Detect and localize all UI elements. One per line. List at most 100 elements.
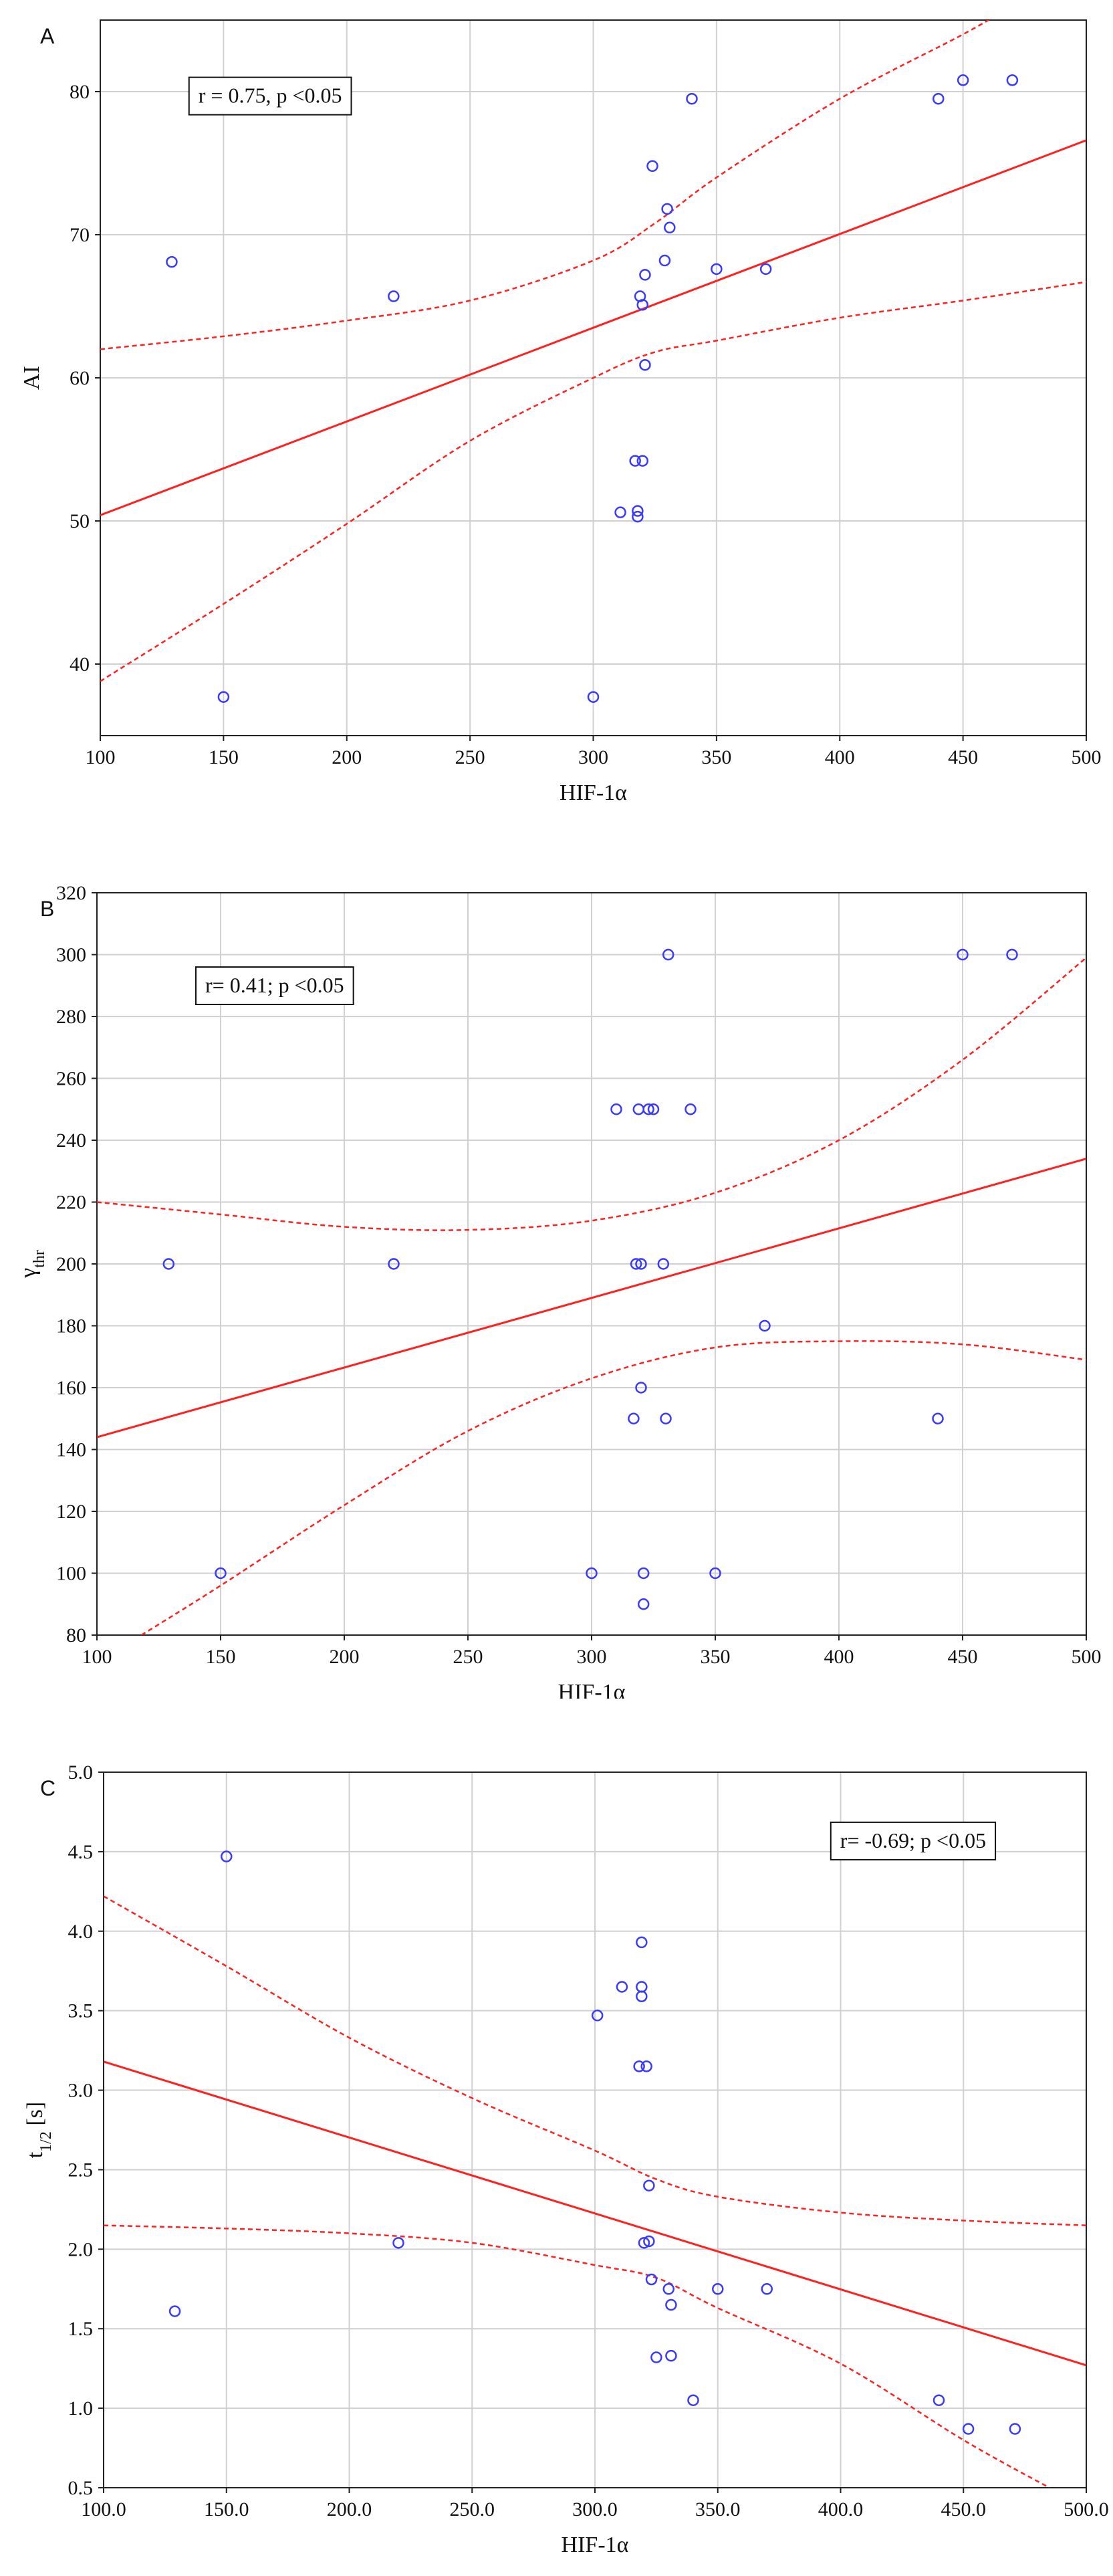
x-tick-label: 400 bbox=[825, 746, 855, 768]
y-tick-label: 4.5 bbox=[68, 1841, 94, 1863]
data-point bbox=[388, 290, 400, 302]
data-point bbox=[629, 455, 641, 467]
y-tick-label: 80 bbox=[66, 1624, 86, 1646]
data-point bbox=[646, 160, 658, 173]
data-point bbox=[642, 1103, 654, 1115]
panel-label: C bbox=[40, 1776, 55, 1800]
data-point bbox=[638, 2237, 650, 2249]
x-axis-title: HIF-1α bbox=[558, 1680, 626, 1699]
axis-ticks: 100 150 200 250 300 350 400 450 500 40 50 60 70 80 bbox=[70, 81, 1102, 768]
data-point bbox=[633, 2060, 645, 2072]
data-point bbox=[711, 263, 723, 276]
data-point bbox=[640, 2060, 652, 2072]
x-tick-label: 500 bbox=[1072, 746, 1102, 768]
data-point bbox=[639, 269, 651, 281]
confidence-band-lower bbox=[104, 2224, 1050, 2488]
correlation-annotation: r= -0.69; p <0.05 bbox=[830, 1821, 997, 1860]
y-tick-label: 1.0 bbox=[68, 2397, 94, 2420]
data-point bbox=[392, 2237, 404, 2249]
data-point bbox=[591, 2010, 604, 2022]
correlation-annotation: r= 0.41; p <0.05 bbox=[195, 966, 354, 1005]
data-points bbox=[166, 74, 1019, 703]
data-point bbox=[1006, 74, 1019, 86]
y-axis-title-subscript: 1/2 bbox=[37, 2131, 55, 2152]
data-point bbox=[632, 510, 644, 523]
data-point bbox=[221, 1850, 233, 1862]
y-tick-label: 60 bbox=[70, 367, 90, 389]
y-tick-label: 3.5 bbox=[68, 2000, 94, 2022]
data-point bbox=[637, 1567, 650, 1580]
x-tick-label: 400.0 bbox=[818, 2498, 864, 2520]
data-point bbox=[1006, 948, 1018, 961]
x-tick-label: 150 bbox=[206, 1646, 236, 1668]
y-tick-label: 5.0 bbox=[68, 1761, 94, 1784]
data-point bbox=[665, 2298, 677, 2311]
confidence-band-upper bbox=[104, 1895, 1086, 2226]
x-tick-label: 200.0 bbox=[327, 2498, 372, 2520]
data-points bbox=[162, 948, 1018, 1610]
scatter-chart-a: 100 150 200 250 300 350 400 450 500 40 50 60 70 80 HIF… bbox=[19, 19, 1102, 805]
x-tick-label: 250.0 bbox=[450, 2498, 495, 2520]
axis-ticks: 100 150 200 250 300 350 400 450 5008010012014016… bbox=[56, 882, 1102, 1668]
data-point bbox=[650, 2351, 662, 2363]
x-tick-label: 300 bbox=[577, 1646, 607, 1668]
x-tick-label: 250 bbox=[453, 1646, 483, 1668]
correlation-annotation-box bbox=[830, 1821, 997, 1860]
scatter-chart-c: 100.0 150.0 200.0 250.0 300.0 350.0 400.0 450.0… bbox=[23, 1761, 1109, 2557]
data-point bbox=[661, 203, 673, 215]
data-point bbox=[636, 299, 648, 311]
x-tick-label: 400 bbox=[824, 1646, 854, 1668]
correlation-annotation-box bbox=[188, 76, 352, 116]
y-tick-label: 220 bbox=[56, 1192, 86, 1214]
data-point bbox=[647, 1103, 660, 1115]
data-point bbox=[761, 2283, 773, 2295]
correlation-annotation-text: r= -0.69; p <0.05 bbox=[840, 1828, 986, 1852]
data-point bbox=[933, 92, 945, 105]
y-tick-label: 3.0 bbox=[68, 2080, 94, 2102]
data-point bbox=[162, 1258, 175, 1270]
x-tick-label: 500 bbox=[1072, 1646, 1102, 1668]
x-tick-label: 450 bbox=[948, 746, 978, 768]
data-point bbox=[587, 691, 600, 703]
x-tick-label: 100 bbox=[86, 746, 116, 768]
data-point bbox=[632, 1103, 645, 1115]
x-tick-label: 150.0 bbox=[204, 2498, 249, 2520]
data-point bbox=[712, 2283, 724, 2295]
data-point bbox=[614, 506, 626, 518]
data-point bbox=[586, 1567, 598, 1580]
data-point bbox=[658, 254, 671, 267]
y-tick-label: 2.0 bbox=[68, 2238, 94, 2260]
data-point bbox=[709, 1567, 721, 1580]
gridlines bbox=[104, 1772, 1086, 2488]
data-point bbox=[759, 1319, 771, 1332]
data-point bbox=[685, 1103, 697, 1115]
gridlines bbox=[97, 893, 1086, 1635]
y-tick-label: 200 bbox=[56, 1253, 86, 1275]
x-axis-title: HIF-1α bbox=[562, 2533, 629, 2557]
data-point bbox=[962, 2423, 975, 2435]
data-point bbox=[759, 263, 772, 276]
data-point bbox=[215, 1567, 227, 1580]
axis-ticks: 100.0 150.0 200.0 250.0 300.0 350.0 400.0 450.0… bbox=[68, 1761, 1109, 2520]
data-point bbox=[643, 2179, 655, 2191]
data-point bbox=[662, 948, 674, 961]
data-point bbox=[217, 691, 230, 703]
confidence-band-lower bbox=[100, 281, 1086, 682]
x-tick-label: 150 bbox=[209, 746, 239, 768]
data-point bbox=[388, 1258, 400, 1270]
data-point bbox=[657, 1258, 670, 1270]
y-tick-label: 260 bbox=[56, 1068, 86, 1090]
data-point bbox=[664, 221, 676, 234]
chart-panel-a: 100 150 200 250 300 350 400 450 500 40 50 60 70 80 HIF… bbox=[0, 0, 1113, 836]
y-tick-label: 50 bbox=[70, 510, 90, 532]
y-tick-label: 120 bbox=[56, 1501, 86, 1523]
data-point bbox=[628, 1412, 640, 1424]
y-tick-label: 160 bbox=[56, 1377, 86, 1399]
regression-line bbox=[100, 139, 1086, 516]
y-axis-title: AI bbox=[19, 366, 44, 390]
y-tick-label: 320 bbox=[56, 882, 86, 904]
confidence-band-upper bbox=[97, 957, 1086, 1231]
data-point bbox=[687, 2394, 699, 2406]
confidence-band-upper bbox=[100, 20, 991, 350]
y-tick-label: 100 bbox=[56, 1563, 86, 1585]
